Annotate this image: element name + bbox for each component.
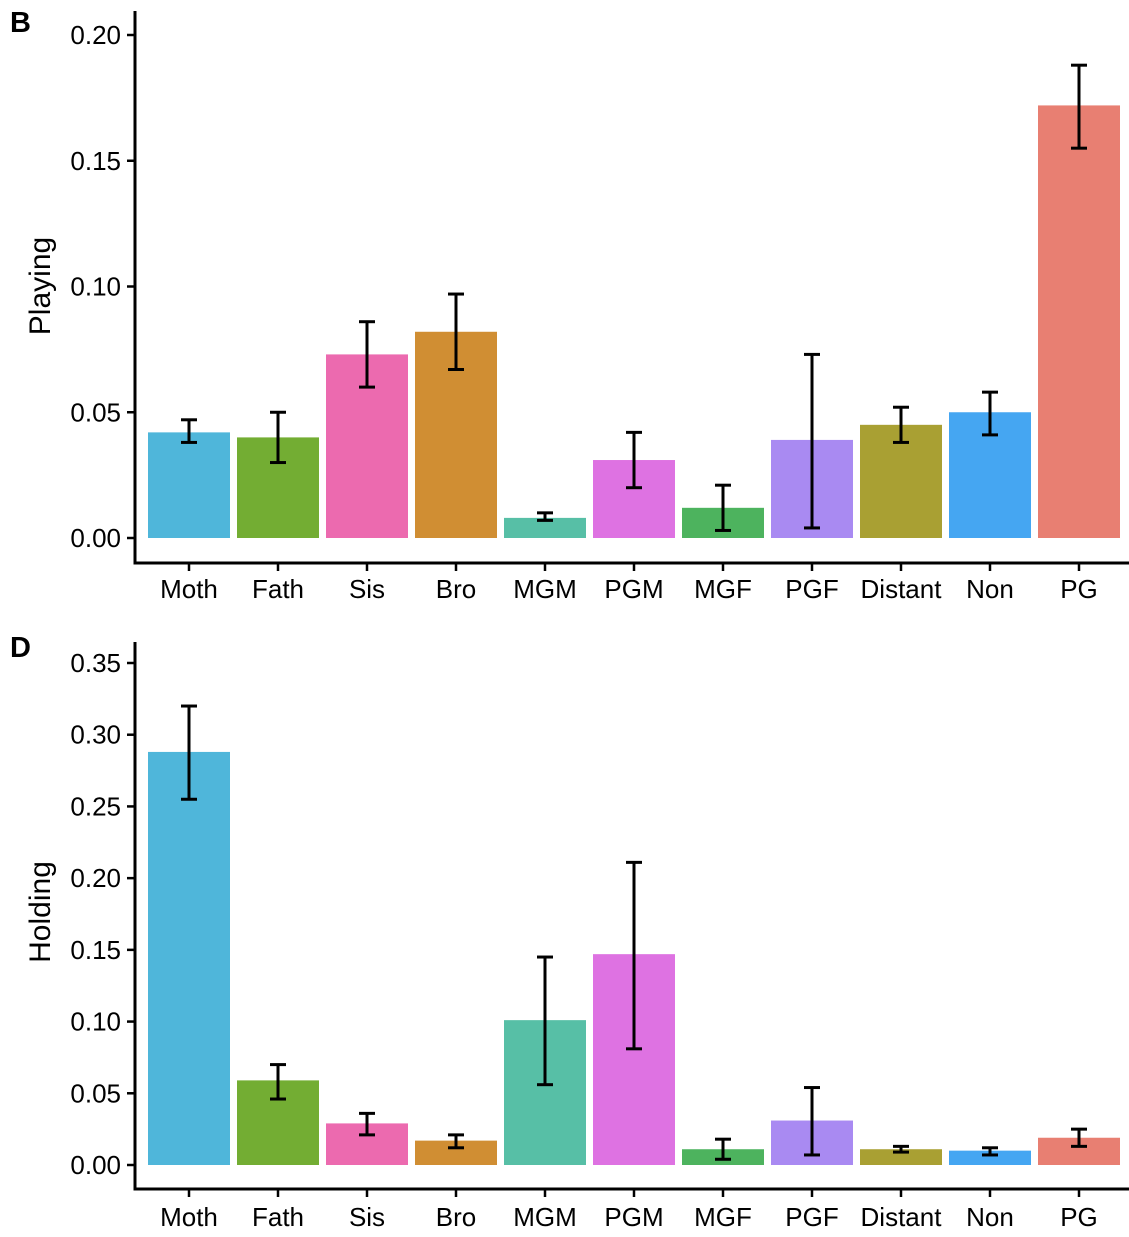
panelb-x-tick-label-mgf: MGF	[694, 574, 752, 604]
paneld-y-tick-label: 0.25	[70, 791, 121, 821]
panelb-x-tick-label-sis: Sis	[349, 574, 385, 604]
paneld-bar-moth	[148, 751, 230, 1165]
paneld-y-tick-label: 0.05	[70, 1078, 121, 1108]
paneld-y-axis-title: Holding	[24, 861, 57, 963]
paneld-x-tick-label-non: Non	[966, 1202, 1014, 1232]
panelb-y-tick-label: 0.15	[70, 146, 121, 176]
paneld-x-tick-label-mgf: MGF	[694, 1202, 752, 1232]
panelb-x-tick-label-fath: Fath	[252, 574, 304, 604]
paneld-bar-non	[949, 1150, 1031, 1165]
paneld-x-tick-label-sis: Sis	[349, 1202, 385, 1232]
paneld-x-tick-label-mgm: MGM	[513, 1202, 577, 1232]
panelb-bar-moth	[148, 432, 230, 538]
panelb-x-tick-label-non: Non	[966, 574, 1014, 604]
paneld-x-tick-label-fath: Fath	[252, 1202, 304, 1232]
panelb-bar-mgm	[504, 517, 586, 538]
paneld-y-tick-label: 0.00	[70, 1150, 121, 1180]
paneld-y-tick-label: 0.10	[70, 1007, 121, 1037]
panelb-letter: B	[10, 7, 31, 39]
paneld-x-tick-label-pgm: PGM	[604, 1202, 663, 1232]
panelb-x-tick-label-bro: Bro	[436, 574, 476, 604]
panelb-x-tick-label-pgf: PGF	[785, 574, 838, 604]
paneld-x-tick-label-distant: Distant	[861, 1202, 943, 1232]
panelb-y-tick-label: 0.10	[70, 272, 121, 302]
paneld-x-tick-label-moth: Moth	[160, 1202, 218, 1232]
panelb-x-tick-label-moth: Moth	[160, 574, 218, 604]
paneld-letter: D	[10, 632, 31, 664]
panelb-y-tick-label: 0.05	[70, 397, 121, 427]
panelb-bar-pg	[1038, 105, 1120, 539]
panelb-x-tick-label-distant: Distant	[861, 574, 943, 604]
panelb-y-tick-label: 0.20	[70, 20, 121, 50]
paneld-x-tick-label-pg: PG	[1060, 1202, 1098, 1232]
paneld-y-tick-label: 0.30	[70, 720, 121, 750]
paneld-y-tick-label: 0.20	[70, 863, 121, 893]
paneld-y-tick-label: 0.35	[70, 648, 121, 678]
panelb-x-tick-label-pg: PG	[1060, 574, 1098, 604]
panelb-y-axis-title: Playing	[24, 237, 57, 335]
panelb-x-tick-label-mgm: MGM	[513, 574, 577, 604]
paneld-x-tick-label-bro: Bro	[436, 1202, 476, 1232]
paneld-x-tick-label-pgf: PGF	[785, 1202, 838, 1232]
paneld-y-tick-label: 0.15	[70, 935, 121, 965]
paneld-bar-distant	[860, 1149, 942, 1165]
panelb-y-tick-label: 0.00	[70, 523, 121, 553]
panelb-x-tick-label-pgm: PGM	[604, 574, 663, 604]
